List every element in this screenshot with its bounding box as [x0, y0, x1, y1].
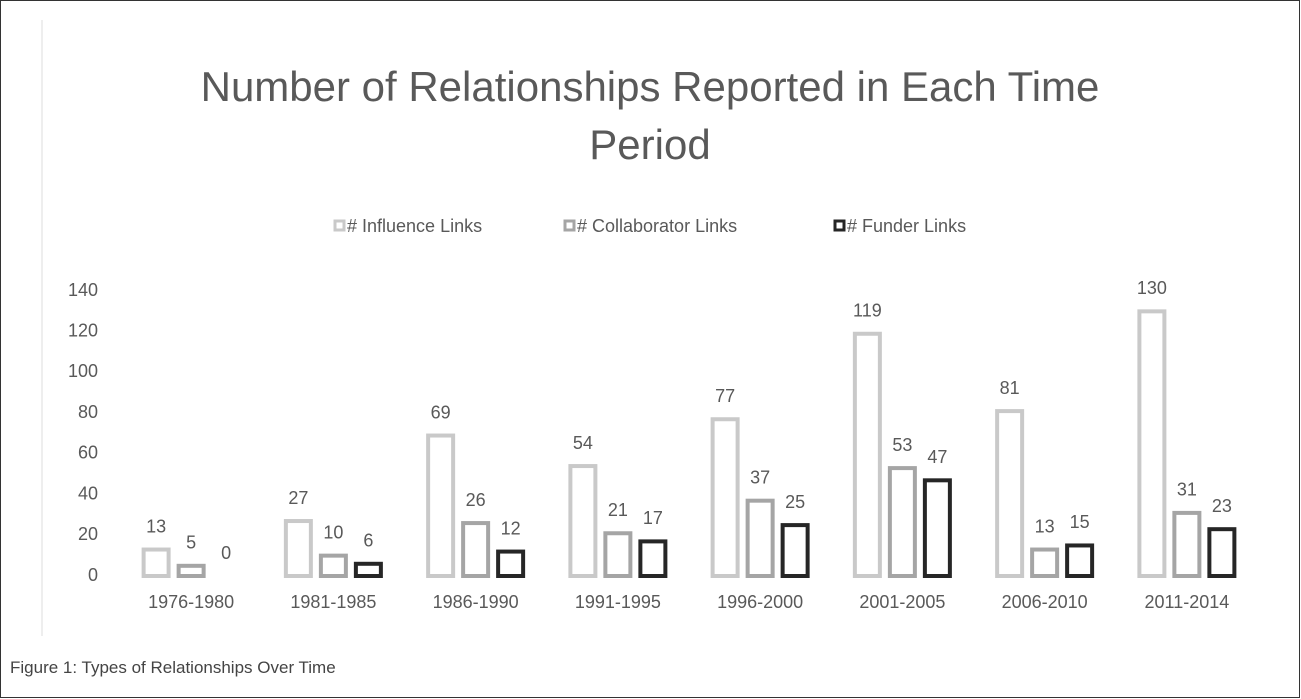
- data-label: 130: [1137, 278, 1167, 298]
- bar: [1030, 547, 1060, 578]
- data-label: 10: [323, 522, 343, 542]
- data-label: 6: [363, 531, 373, 551]
- bar: [780, 523, 810, 578]
- y-tick-label: 60: [78, 443, 98, 463]
- data-label: 13: [1035, 516, 1055, 536]
- data-label: 12: [501, 518, 521, 538]
- bar: [283, 519, 313, 578]
- legend-label: # Funder Links: [847, 216, 966, 236]
- bar: [852, 331, 882, 578]
- bar: [141, 547, 171, 578]
- data-label: 23: [1212, 496, 1232, 516]
- caption: Figure 1: Types of Relationships Over Ti…: [10, 658, 336, 677]
- bar: [745, 498, 775, 578]
- data-label: 31: [1177, 480, 1197, 500]
- bar: [318, 553, 348, 579]
- x-tick-label: 2001-2005: [859, 592, 945, 612]
- data-label: 37: [750, 467, 770, 487]
- legend-marker: [833, 219, 846, 232]
- data-label: 25: [785, 492, 805, 512]
- bar: [1207, 527, 1237, 579]
- bar: [887, 466, 917, 579]
- legend-marker: [333, 219, 346, 232]
- data-label: 13: [146, 516, 166, 536]
- data-label: 26: [466, 490, 486, 510]
- x-tick-label: 1996-2000: [717, 592, 803, 612]
- x-tick-label: 1991-1995: [575, 592, 661, 612]
- bar: [1137, 309, 1167, 578]
- data-label: 27: [288, 488, 308, 508]
- bar: [638, 539, 668, 579]
- bar: [426, 433, 456, 578]
- bar: [496, 549, 526, 578]
- bar: [922, 478, 952, 579]
- y-tick-label: 80: [78, 402, 98, 422]
- bar: [710, 417, 740, 578]
- data-label: 69: [431, 402, 451, 422]
- data-label: 5: [186, 533, 196, 553]
- x-tick-label: 1981-1985: [290, 592, 376, 612]
- bar: [461, 521, 491, 578]
- data-label: 119: [853, 301, 882, 321]
- data-label: 54: [573, 433, 593, 453]
- x-tick-label: 2011-2014: [1145, 592, 1230, 612]
- data-label: 0: [221, 543, 231, 563]
- bar: [176, 563, 206, 578]
- y-tick-label: 120: [68, 320, 98, 340]
- chart-title: Number of Relationships Reported in Each…: [200, 63, 1100, 168]
- data-label: 21: [608, 500, 628, 520]
- data-label: 47: [927, 447, 947, 467]
- data-label: 53: [892, 435, 912, 455]
- bar: [568, 464, 598, 579]
- x-tick-label: 1986-1990: [433, 592, 519, 612]
- bar: [1172, 510, 1202, 579]
- legend-marker: [563, 219, 576, 232]
- x-tick-label: 2006-2010: [1002, 592, 1088, 612]
- data-label: 15: [1070, 512, 1090, 532]
- data-label: 17: [643, 508, 663, 528]
- bar: [1065, 543, 1095, 579]
- bar: [995, 409, 1025, 578]
- y-tick-label: 100: [68, 361, 98, 381]
- x-tick-label: 1976-1980: [148, 592, 234, 612]
- legend-label: # Influence Links: [347, 216, 482, 236]
- y-tick-label: 0: [88, 565, 98, 585]
- data-label: 81: [1000, 378, 1020, 398]
- bar: [353, 561, 383, 578]
- bar: [603, 531, 633, 578]
- legend-label: # Collaborator Links: [577, 216, 737, 236]
- y-tick-label: 40: [78, 483, 98, 503]
- y-tick-label: 20: [78, 524, 98, 544]
- data-label: 77: [715, 386, 735, 406]
- y-tick-label: 140: [68, 280, 98, 300]
